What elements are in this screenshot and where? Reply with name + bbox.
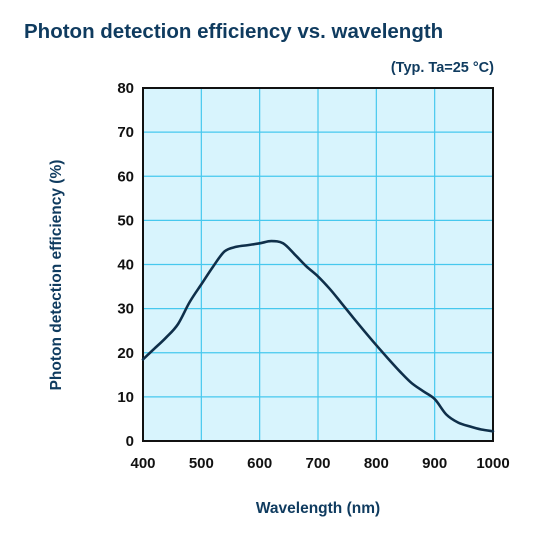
y-tick-label: 70 [117, 124, 134, 141]
x-tick-label: 500 [189, 455, 214, 472]
y-tick-label: 30 [117, 301, 134, 318]
chart-title: Photon detection efficiency vs. waveleng… [24, 20, 444, 43]
pde-series-line [141, 239, 495, 433]
x-tick-label: 1000 [476, 455, 509, 472]
y-tick-label: 40 [117, 257, 134, 274]
chart-subtitle: (Typ. Ta=25 °C) [390, 60, 494, 76]
y-tick-label: 80 [117, 80, 134, 97]
y-tick-label: 50 [117, 212, 134, 229]
y-tick-label: 10 [117, 389, 134, 406]
x-axis-label: Wavelength (nm) [255, 500, 381, 517]
x-tick-label: 400 [130, 455, 155, 472]
plot-frame [142, 87, 494, 442]
x-tick-label: 900 [422, 455, 447, 472]
x-tick-label: 700 [305, 455, 330, 472]
x-tick-label: 600 [247, 455, 272, 472]
y-tick-label: 20 [117, 345, 134, 362]
y-tick-label: 60 [117, 168, 134, 185]
x-tick-label: 800 [364, 455, 389, 472]
y-tick-label: 0 [126, 433, 134, 450]
